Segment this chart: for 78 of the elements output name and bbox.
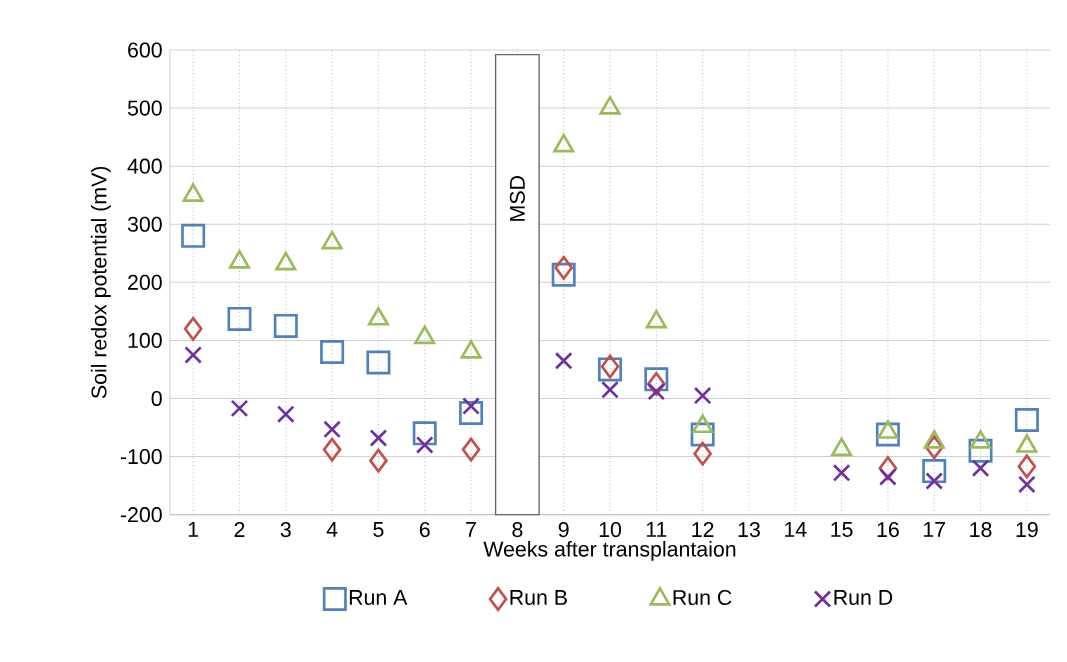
x-tick-label: 9 [558,522,569,538]
point [554,351,573,370]
point [230,399,249,418]
point [366,350,391,375]
point [228,250,251,269]
band-label: MSD [509,176,525,221]
legend-label: Run B [510,590,567,605]
point [599,96,621,115]
y-tick-label: 600 [128,42,162,58]
point [925,472,944,490]
point [554,255,574,280]
x-tick-label: 19 [1016,522,1038,538]
point [273,313,298,338]
point [879,468,897,486]
x-tick-label: 3 [280,522,291,538]
point [320,340,345,365]
y-tick-label: 500 [127,100,162,116]
x-tick-label: 10 [599,522,622,538]
legend-label: Run C [673,589,732,606]
x-tick-label: 1 [188,522,199,537]
point [922,459,947,484]
point [181,223,206,248]
y-tick-label: -200 [120,507,162,523]
point [553,133,575,153]
x-tick-label: 13 [738,522,760,538]
x-tick-label: 7 [466,522,476,537]
x-tick-label: 17 [923,522,945,537]
point [414,325,436,345]
y-tick-label: 400 [127,158,162,174]
point [367,306,389,326]
x-tick-label: 4 [326,522,338,537]
y-tick-label: 200 [128,274,162,290]
point [693,386,712,405]
point [415,436,434,454]
point [1017,454,1037,479]
point [551,262,576,287]
point [412,421,437,446]
x-tick-label: 15 [831,522,853,537]
x-tick-label: 11 [646,522,667,537]
point [183,316,203,341]
point [647,382,666,401]
y-axis-title: Soil redox potential (mV) [90,166,111,399]
legend-label: Run A [349,590,408,605]
y-tick-label: 300 [127,216,162,232]
x-tick-label: 16 [877,522,899,538]
point [1017,475,1036,494]
point [461,437,481,462]
point [321,230,343,250]
point [184,346,203,364]
point [693,441,712,466]
point [227,306,252,331]
point [971,459,990,478]
y-tick-label: -100 [120,449,162,465]
point [276,405,295,424]
x-tick-label: 18 [970,522,992,538]
x-tick-label: 5 [373,522,384,537]
point [645,309,667,329]
x-tick-label: 8 [512,522,523,538]
x-tick-label: 14 [785,522,807,537]
point [460,340,482,359]
point [369,429,388,447]
point [1014,407,1039,432]
point [322,437,342,462]
point [369,448,388,473]
point [323,420,341,439]
legend-label: Run D [834,590,893,605]
x-tick-label: 12 [692,522,714,537]
x-tick-label: 6 [419,522,430,538]
y-tick-label: 100 [128,332,162,348]
point [832,463,851,482]
y-tick-label: 0 [151,390,162,407]
point [462,397,480,415]
point [275,251,297,271]
x-tick-label: 2 [234,522,245,537]
point [601,380,619,399]
point [182,183,204,202]
x-axis-title: Weeks after transplantaion [483,540,736,561]
point [459,401,484,426]
